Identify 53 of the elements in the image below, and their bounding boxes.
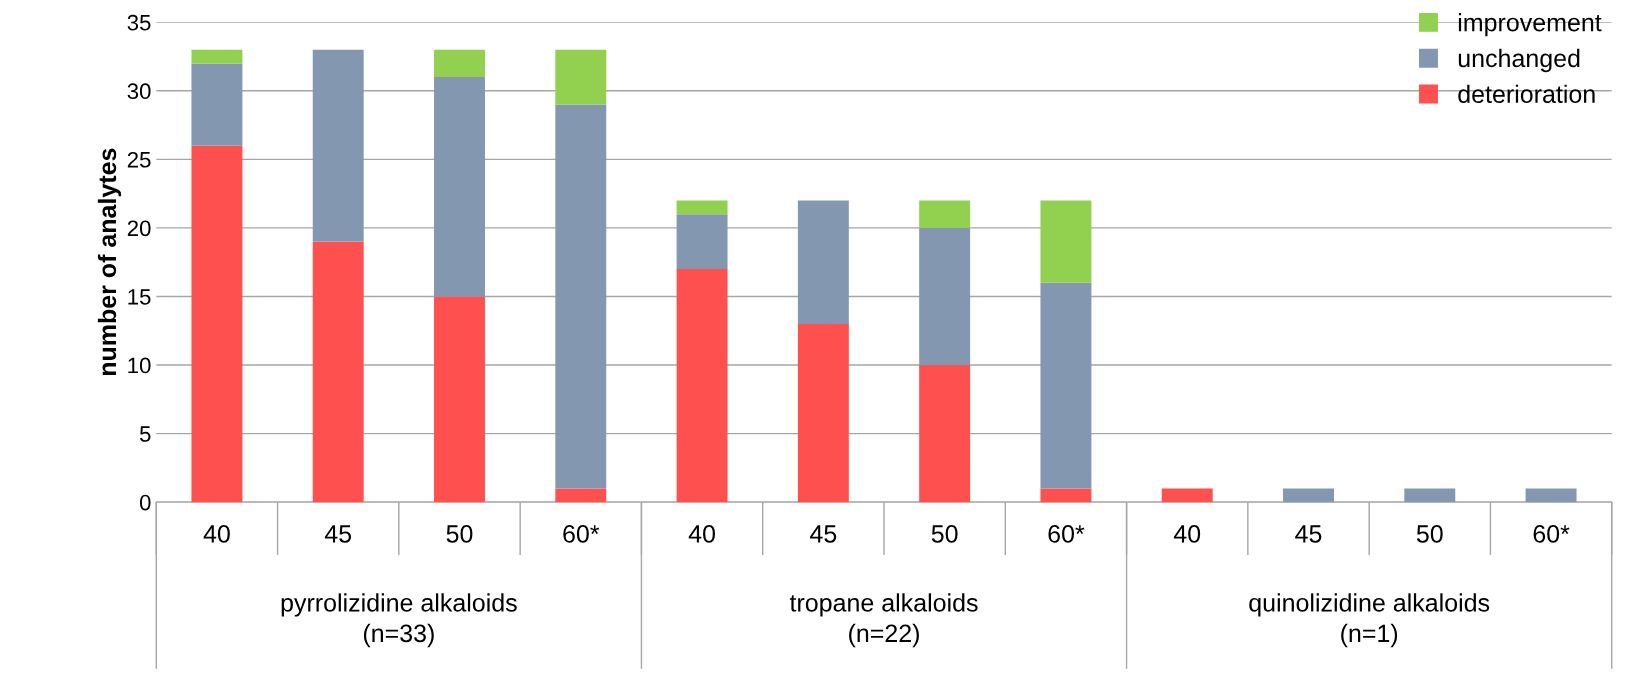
x-tick-label: 45 <box>810 525 837 543</box>
y-tick-label: 0 <box>139 494 151 511</box>
bar <box>312 49 364 242</box>
x-tick-label: 45 <box>1295 525 1322 543</box>
bar <box>919 227 971 366</box>
bar <box>1283 488 1334 503</box>
bar <box>1161 488 1213 503</box>
bar <box>191 63 243 146</box>
y-tick-label: 15 <box>128 289 151 305</box>
x-tick-label: 45 <box>324 525 352 543</box>
bar <box>919 200 971 228</box>
x-tick-label: 50 <box>1416 525 1443 543</box>
y-tick-label: 20 <box>127 220 151 237</box>
bar <box>1040 200 1092 283</box>
bar <box>434 77 485 297</box>
y-tick-label: 30 <box>127 83 151 100</box>
x-tick-label: 40 <box>688 525 715 543</box>
text: quinolizidine alkaloids (n=1) <box>1249 593 1490 648</box>
bar <box>919 365 971 503</box>
bar <box>797 323 849 503</box>
legend-label: unchanged <box>1458 48 1580 73</box>
legend-label: deterioration <box>1458 84 1595 104</box>
x-tick-label: 40 <box>1173 525 1201 543</box>
y-tick-label: 10 <box>128 357 151 374</box>
bar <box>434 49 485 78</box>
bar <box>555 104 607 489</box>
bar <box>434 296 485 503</box>
bar <box>191 145 243 503</box>
text: tropane alkaloids (n=22) <box>789 593 978 648</box>
bar <box>676 200 728 215</box>
x-tick-label: 50 <box>931 525 958 543</box>
y-tick-label: 35 <box>127 14 151 31</box>
bar <box>1525 488 1577 503</box>
x-tick-label: 60* <box>1533 525 1570 543</box>
bar <box>191 49 243 64</box>
bar <box>797 200 849 324</box>
text: pyrrolizidine alkaloids (n=33) <box>281 593 517 648</box>
y-axis-title: number of analytes <box>97 148 122 376</box>
bar <box>555 488 607 503</box>
bar <box>555 49 607 105</box>
bar <box>676 214 728 270</box>
bar <box>1040 282 1092 489</box>
x-tick-label: 40 <box>203 525 230 543</box>
x-tick-label: 50 <box>446 525 473 543</box>
legend-label: improvement <box>1458 13 1602 37</box>
bar <box>1404 488 1456 503</box>
x-tick-label: 60* <box>1048 525 1085 543</box>
bar <box>1040 488 1092 503</box>
y-tick-label: 5 <box>139 426 151 442</box>
bar <box>676 269 728 503</box>
x-tick-label: 60* <box>563 525 600 543</box>
y-tick-label: 25 <box>127 151 151 168</box>
bar <box>312 241 364 503</box>
